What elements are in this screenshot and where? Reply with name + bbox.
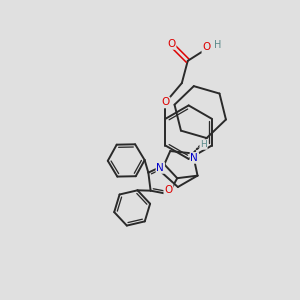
Text: N: N xyxy=(157,163,164,173)
Text: O: O xyxy=(167,39,175,49)
Text: H: H xyxy=(200,140,207,149)
Text: O: O xyxy=(164,184,172,195)
Text: O: O xyxy=(161,98,169,107)
Text: N: N xyxy=(190,153,198,163)
Text: H: H xyxy=(214,40,221,50)
Text: O: O xyxy=(202,43,211,52)
